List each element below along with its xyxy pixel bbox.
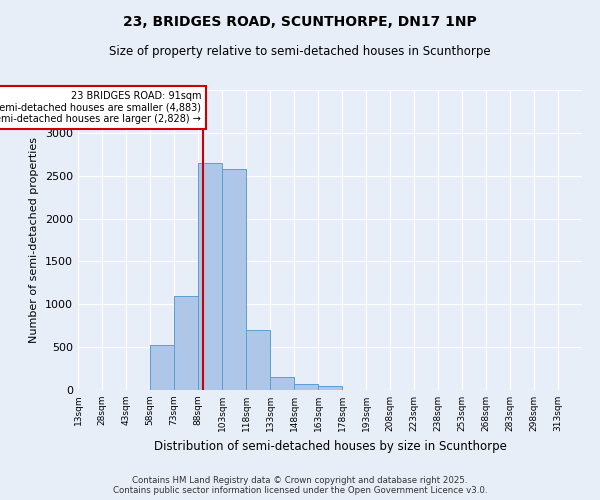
Bar xyxy=(174,296,198,390)
Bar xyxy=(294,384,318,390)
Bar xyxy=(150,344,174,390)
Text: Size of property relative to semi-detached houses in Scunthorpe: Size of property relative to semi-detach… xyxy=(109,45,491,58)
X-axis label: Distribution of semi-detached houses by size in Scunthorpe: Distribution of semi-detached houses by … xyxy=(154,440,506,452)
Bar xyxy=(222,169,246,390)
Text: Contains HM Land Registry data © Crown copyright and database right 2025.
Contai: Contains HM Land Registry data © Crown c… xyxy=(113,476,487,495)
Bar xyxy=(270,377,294,390)
Bar xyxy=(318,386,342,390)
Y-axis label: Number of semi-detached properties: Number of semi-detached properties xyxy=(29,137,40,343)
Text: 23 BRIDGES ROAD: 91sqm
← 61% of semi-detached houses are smaller (4,883)
36% of : 23 BRIDGES ROAD: 91sqm ← 61% of semi-det… xyxy=(0,91,201,124)
Text: 23, BRIDGES ROAD, SCUNTHORPE, DN17 1NP: 23, BRIDGES ROAD, SCUNTHORPE, DN17 1NP xyxy=(123,15,477,29)
Bar xyxy=(246,330,270,390)
Bar xyxy=(198,163,222,390)
